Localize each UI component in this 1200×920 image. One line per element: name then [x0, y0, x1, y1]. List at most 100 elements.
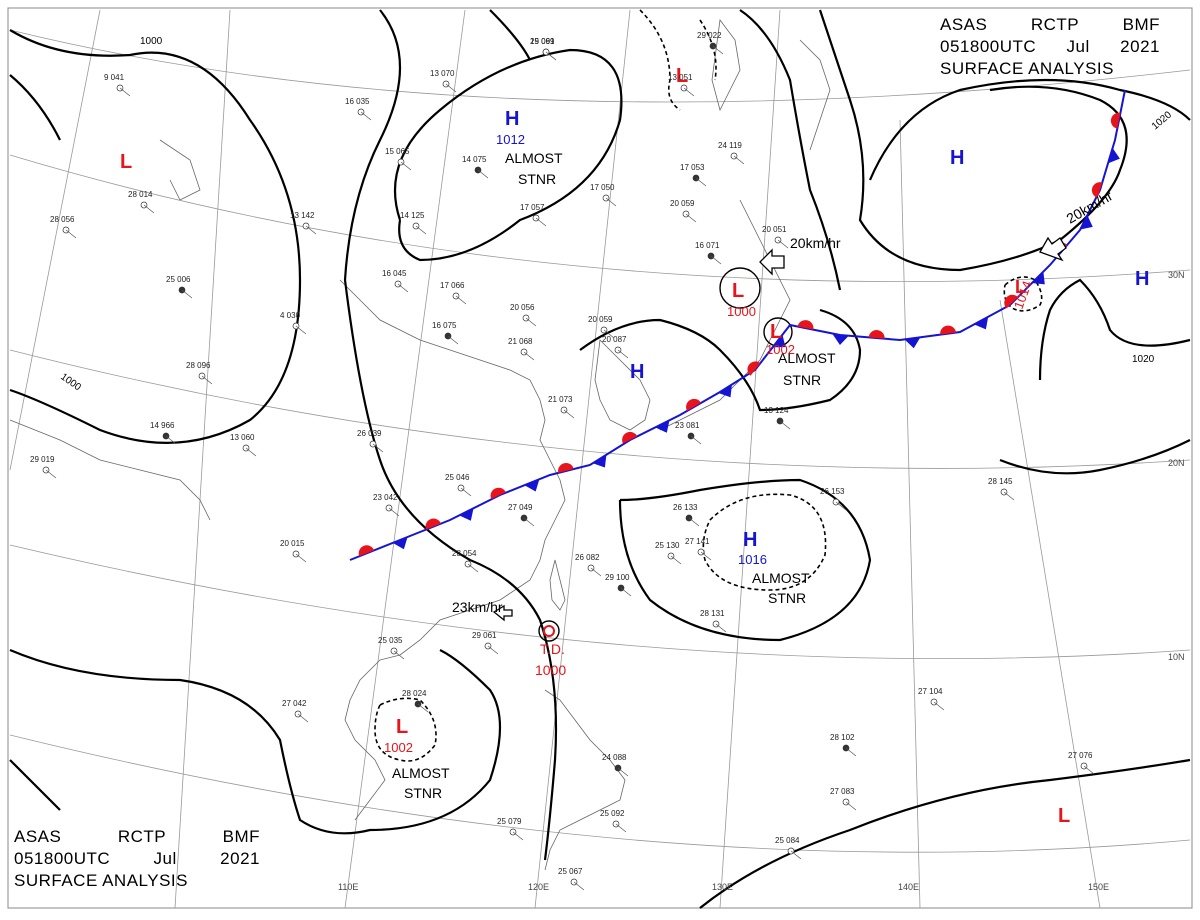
- station-value: 26 082: [575, 553, 600, 562]
- warm-front-symbol: [558, 463, 574, 473]
- station-plot: 23 042: [373, 493, 400, 517]
- station-value: 20 051: [762, 225, 787, 234]
- header-bottom: ASAS RCTP BMF 051800UTC Jul 2021 SURFACE ANA…: [14, 826, 260, 892]
- isobar-dashed-1016: [702, 493, 827, 591]
- wind-barb: [835, 501, 847, 511]
- warm-front-symbol: [686, 398, 702, 411]
- lon-line-150e: [999, 299, 1101, 909]
- pressure-centers: L H 1012 ALMOST STNR L H L 1000 L 1002 A…: [120, 65, 1149, 827]
- coast-kamchatka: [799, 39, 831, 151]
- warm-front-symbol: [868, 330, 885, 339]
- station-value: 14 075: [462, 155, 487, 164]
- longitude-label: 140E: [898, 882, 919, 892]
- isobar-center2: [489, 9, 531, 61]
- cold-front-symbol: [904, 337, 921, 349]
- station-value: 25 035: [378, 636, 403, 645]
- station-value: 28 096: [186, 361, 211, 370]
- station-plot: 26 133: [673, 503, 700, 527]
- station-value: 28 145: [988, 477, 1013, 486]
- station-plot: 17 057: [520, 203, 547, 227]
- front-symbols: [358, 112, 1121, 557]
- station-plot: 27 076: [1068, 751, 1095, 775]
- wind-barb: [201, 375, 213, 385]
- station-value: 20 059: [670, 199, 695, 208]
- isobar-1000-north: [9, 29, 302, 444]
- station-value: 29 061: [472, 631, 497, 640]
- lon-line-90e: [9, 9, 101, 471]
- stnr-label-word2: STNR: [518, 171, 556, 187]
- lon-line-140e: [899, 119, 921, 909]
- wind-barb: [445, 83, 457, 93]
- wind-barb: [487, 645, 499, 655]
- station-plot: 26 039: [357, 429, 384, 453]
- low-symbol: L: [1015, 277, 1026, 297]
- station-value: 13 142: [290, 211, 315, 220]
- wind-barb: [295, 325, 307, 335]
- station-plot: 29 022: [697, 31, 724, 55]
- wind-barb: [305, 225, 317, 235]
- stnr-label-word1: ALMOST: [505, 150, 563, 166]
- station-value: 21 068: [508, 337, 533, 346]
- station-value: 15 061: [530, 37, 555, 46]
- header-month: Jul: [153, 849, 177, 868]
- coastlines: [9, 18, 831, 871]
- wind-barb: [417, 703, 429, 713]
- station-plot: 25 079: [497, 817, 524, 841]
- header-product: ASAS: [940, 15, 988, 34]
- wind-barb: [777, 239, 789, 249]
- station-value: 26 133: [673, 503, 698, 512]
- station-plot: 25 092: [600, 809, 627, 833]
- wind-barb: [415, 225, 427, 235]
- wind-barb: [523, 517, 535, 527]
- station-value: 28 056: [50, 215, 75, 224]
- stnr-label-word1: ALMOST: [392, 765, 450, 781]
- station-plot: 4 030: [280, 311, 307, 335]
- station-value: 20 059: [588, 315, 613, 324]
- station-value: 16 035: [345, 97, 370, 106]
- coast-indian: [9, 419, 211, 521]
- cold-front-symbol: [718, 384, 732, 398]
- cold-front-symbol: [524, 479, 540, 492]
- station-plot: 25 046: [445, 473, 472, 497]
- wind-barb: [297, 713, 309, 723]
- high-symbol: H: [743, 529, 757, 551]
- stnr-label-word2: STNR: [404, 785, 442, 801]
- isobar-high-1012: [393, 48, 623, 262]
- header-month: Jul: [1066, 37, 1090, 56]
- warm-front-symbol: [490, 487, 506, 500]
- low-symbol: L: [1058, 805, 1070, 827]
- wind-barb: [1083, 765, 1095, 775]
- station-plot: 13 060: [230, 433, 257, 457]
- station-value: 27 141: [685, 537, 710, 546]
- station-plot: 28 145: [988, 477, 1015, 501]
- wind-barb: [700, 551, 712, 561]
- wind-barb: [393, 650, 405, 660]
- header-time: 051800UTC: [14, 849, 111, 868]
- station-value: 17 050: [590, 183, 615, 192]
- longitude-label: 120E: [528, 882, 549, 892]
- warm-front-symbol: [747, 361, 761, 376]
- wind-barb: [400, 161, 412, 171]
- wind-barb: [545, 51, 557, 61]
- longitude-label: 150E: [1088, 882, 1109, 892]
- station-value: 29 100: [605, 573, 630, 582]
- station-value: 25 130: [655, 541, 680, 550]
- lon-line-130e: [719, 9, 781, 909]
- station-plot: 25 084: [775, 836, 802, 860]
- isobar-label: 1000: [58, 371, 83, 393]
- station-plot: 28 054: [452, 549, 479, 573]
- low-symbol: L: [396, 716, 408, 738]
- station-value: 24 088: [602, 753, 627, 762]
- station-plot: 28 014: [128, 190, 155, 214]
- isobars: [9, 9, 1191, 909]
- header-year: 2021: [1120, 37, 1160, 56]
- station-value: 27 104: [918, 687, 943, 696]
- station-value: 28 131: [700, 609, 725, 618]
- longitude-label: 130E: [712, 882, 733, 892]
- high-pressure-value: 1012: [496, 132, 525, 147]
- movement-speed: 20km/hr: [790, 235, 841, 251]
- station-plot: 13 124: [764, 406, 791, 430]
- station-value: 28 024: [402, 689, 427, 698]
- station-plot: 13 070: [430, 69, 457, 93]
- latitude-label: 20N: [1168, 458, 1185, 468]
